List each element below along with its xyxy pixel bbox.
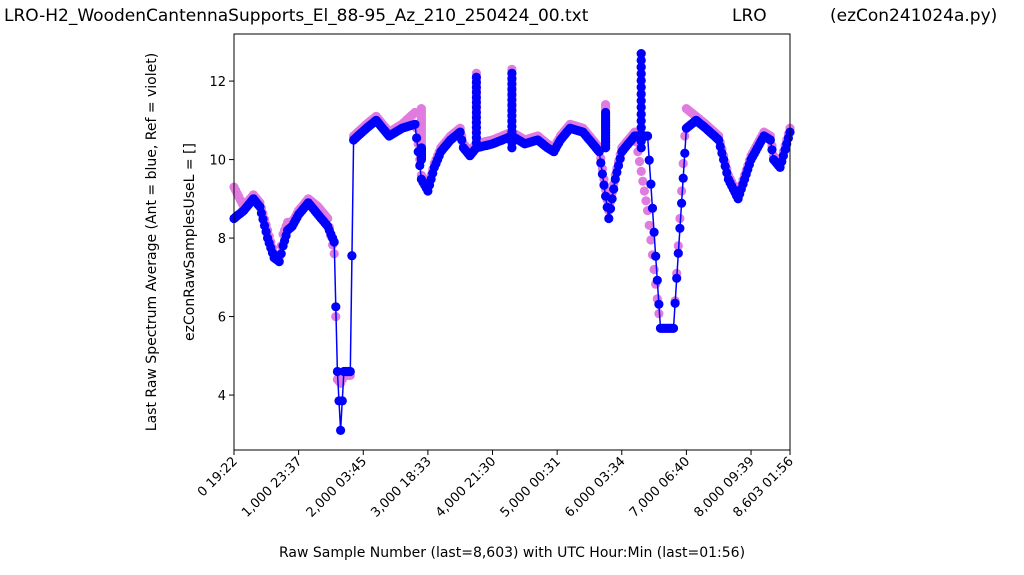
ant-data-point bbox=[601, 107, 611, 118]
ant-data-point bbox=[673, 248, 683, 258]
ant-data-point bbox=[767, 145, 777, 155]
ant-data-point bbox=[636, 69, 646, 79]
ant-data-point bbox=[615, 154, 625, 164]
ant-data-point bbox=[678, 173, 688, 183]
y-tick-label: 4 bbox=[218, 389, 226, 404]
ant-series-line bbox=[233, 119, 791, 431]
x-tick-label: 6,000 03:34 bbox=[562, 454, 628, 520]
ant-data-point bbox=[596, 158, 606, 168]
ant-data-point bbox=[636, 82, 646, 92]
ant-data-point bbox=[331, 302, 341, 312]
ant-data-point bbox=[597, 169, 608, 179]
ant-data-point bbox=[636, 136, 646, 146]
ant-data-point bbox=[668, 323, 679, 333]
ant-data-point bbox=[765, 135, 776, 145]
ref-data-point bbox=[636, 166, 646, 176]
ant-data-point bbox=[336, 425, 346, 435]
ant-data-point bbox=[345, 366, 355, 377]
ant-data-point bbox=[636, 96, 646, 106]
ref-data-point bbox=[680, 131, 690, 141]
ant-data-point bbox=[636, 123, 646, 133]
x-tick-label: 1,000 23:37 bbox=[239, 454, 305, 520]
ant-data-point bbox=[636, 55, 646, 65]
ref-data-point bbox=[639, 186, 650, 196]
ref-data-point bbox=[644, 220, 654, 230]
y-tick-label: 12 bbox=[209, 75, 226, 90]
ant-data-point bbox=[337, 396, 347, 406]
ant-data-point bbox=[647, 203, 658, 213]
ant-data-point bbox=[329, 237, 339, 247]
ant-data-point bbox=[457, 135, 467, 145]
ant-data-point bbox=[649, 227, 659, 237]
x-tick-label: 5,000 00:31 bbox=[498, 454, 564, 520]
ant-data-point bbox=[636, 143, 646, 153]
plot-frame bbox=[233, 33, 791, 451]
y-tick-label: 6 bbox=[218, 311, 226, 326]
ant-data-point bbox=[604, 213, 614, 224]
ant-data-point bbox=[332, 366, 342, 377]
x-tick-label: 3,000 18:33 bbox=[368, 454, 434, 520]
ant-data-point bbox=[276, 249, 286, 259]
x-axis-label: Raw Sample Number (last=8,603) with UTC … bbox=[279, 545, 745, 561]
ant-data-point bbox=[636, 62, 646, 72]
ant-data-point bbox=[347, 251, 357, 261]
y-axis-label: Last Raw Spectrum Average (Ant = blue, R… bbox=[144, 53, 160, 431]
y-tick-label: 10 bbox=[209, 154, 226, 169]
ant-data-point bbox=[672, 273, 682, 283]
ant-data-point bbox=[613, 160, 624, 171]
ant-data-point bbox=[636, 129, 646, 139]
ant-data-point bbox=[599, 180, 609, 190]
ref-data-point bbox=[416, 104, 426, 114]
ant-data-point bbox=[610, 174, 620, 184]
ant-data-point bbox=[644, 155, 654, 165]
ant-data-point bbox=[636, 102, 646, 112]
ant-data-point bbox=[675, 223, 685, 233]
ant-data-point bbox=[507, 68, 517, 78]
ant-data-point bbox=[410, 119, 420, 129]
ref-data-point bbox=[634, 156, 645, 167]
ant-data-point bbox=[605, 204, 616, 214]
ant-data-point bbox=[636, 109, 646, 119]
ant-data-point bbox=[636, 116, 646, 126]
ref-data-point bbox=[646, 235, 656, 245]
y-axis-sublabel: ezConRawSamplesUseL = [] bbox=[182, 143, 198, 341]
ant-data-point bbox=[651, 251, 661, 261]
ant-data-point bbox=[455, 127, 465, 137]
ant-data-point bbox=[670, 298, 680, 308]
ref-data-point bbox=[601, 100, 611, 110]
ref-data-point bbox=[678, 158, 688, 169]
series-layer bbox=[229, 49, 795, 435]
ant-data-point bbox=[636, 89, 646, 99]
ant-data-point bbox=[677, 198, 687, 208]
ref-data-point bbox=[638, 176, 648, 186]
ant-data-point bbox=[416, 155, 426, 165]
station-label: LRO bbox=[732, 6, 767, 26]
ant-data-point bbox=[274, 257, 284, 267]
ref-data-point bbox=[641, 196, 651, 206]
program-label: (ezCon241024a.py) bbox=[830, 6, 998, 26]
ant-data-point bbox=[652, 275, 662, 285]
ant-data-point bbox=[654, 299, 664, 309]
ant-data-point bbox=[646, 179, 656, 189]
ant-data-point bbox=[636, 75, 646, 86]
ant-data-point bbox=[607, 194, 617, 204]
ant-data-point bbox=[471, 72, 481, 82]
y-tick-label: 8 bbox=[218, 232, 226, 247]
ant-data-point bbox=[609, 184, 619, 194]
x-tick-label: 4,000 21:30 bbox=[433, 454, 499, 520]
x-tick-label: 7,000 06:40 bbox=[627, 454, 693, 520]
x-tick-label: 0 19:22 bbox=[195, 454, 241, 500]
chart-title: LRO-H2_WoodenCantennaSupports_El_88-95_A… bbox=[4, 6, 589, 26]
ant-data-point bbox=[636, 49, 646, 59]
ant-data-point bbox=[412, 133, 422, 143]
x-tick-label: 2,000 03:45 bbox=[304, 454, 370, 520]
ant-data-point bbox=[680, 148, 690, 158]
